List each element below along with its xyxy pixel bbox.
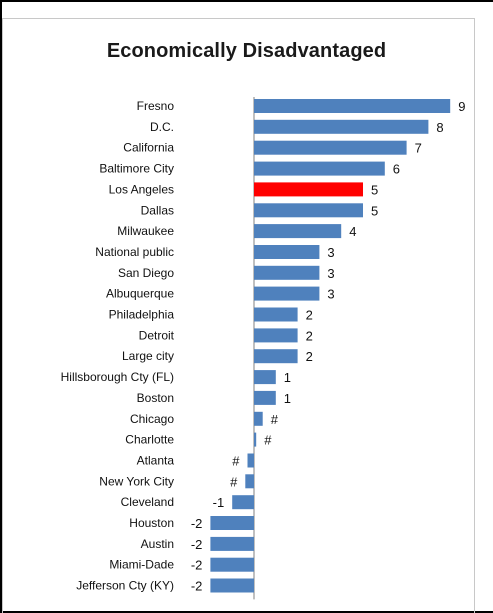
bar-austin [210,536,254,551]
bar-boston [254,390,276,405]
bar-california [254,140,407,155]
bar-d-c [254,119,429,134]
value-label-national-public: 3 [327,245,334,260]
chart-border [2,18,475,613]
bar-atlanta [247,453,254,468]
category-label-chicago: Chicago [130,412,174,426]
chart-title: Economically Disadvantaged [106,40,387,62]
bar-hillsborough-cty-fl [254,370,276,385]
bar-houston [210,516,254,530]
category-label-houston: Houston [129,516,174,530]
category-label-milwaukee: Milwaukee [117,224,174,238]
bar-fresno [254,99,451,113]
bar-new-york-city [245,474,254,489]
value-label-cleveland: -1 [213,495,225,510]
category-label-dallas: Dallas [141,203,174,217]
value-label-d-c: 8 [436,120,443,135]
category-label-jefferson-cty-ky: Jefferson Cty (KY) [76,579,174,593]
value-label-philadelphia: 2 [306,308,313,323]
value-label-san-diego: 3 [327,266,334,281]
value-label-detroit: 2 [306,328,313,343]
category-label-cleveland: Cleveland [121,495,174,509]
bar-miami-dade [210,557,254,572]
bars-group [210,99,451,593]
bar-san-diego [254,265,320,280]
category-label-charlotte: Charlotte [125,433,174,447]
value-label-austin: -2 [191,537,203,552]
category-label-philadelphia: Philadelphia [109,308,175,322]
value-label-california: 7 [415,141,422,156]
value-label-large-city: 2 [306,349,313,364]
category-label-fresno: Fresno [137,99,175,113]
category-label-california: California [123,141,174,155]
bar-baltimore-city [254,161,385,176]
bar-philadelphia [254,307,298,322]
bar-cleveland [232,495,254,510]
value-label-fresno: 9 [458,99,465,114]
bar-national-public [254,245,320,259]
value-label-jefferson-cty-ky: -2 [191,579,203,594]
category-label-d-c: D.C. [150,120,174,134]
value-label-new-york-city: # [230,474,238,489]
category-label-san-diego: San Diego [118,266,174,280]
category-label-national-public: National public [95,245,174,259]
bar-milwaukee [254,224,342,239]
value-label-boston: 1 [284,391,291,406]
category-label-boston: Boston [137,391,174,405]
category-label-detroit: Detroit [139,328,175,342]
category-label-miami-dade: Miami-Dade [109,558,174,572]
category-label-new-york-city: New York City [99,474,174,488]
value-label-albuquerque: 3 [327,287,334,302]
bar-dallas [254,203,363,218]
bar-chicago [254,411,263,426]
value-label-miami-dade: -2 [191,558,203,573]
value-label-dallas: 5 [371,203,378,218]
value-label-chicago: # [271,412,279,427]
category-label-austin: Austin [141,537,174,551]
category-label-los-angeles: Los Angeles [109,182,174,196]
value-label-houston: -2 [191,516,203,531]
bar-large-city [254,349,298,364]
bar-charlotte [254,432,257,447]
category-label-large-city: Large city [122,349,174,363]
category-label-albuquerque: Albuquerque [106,287,174,301]
value-label-charlotte: # [264,433,272,448]
bar-detroit [254,328,298,343]
category-labels-group: Fresno D.C. California Baltimore City Los An… [61,99,175,593]
value-label-los-angeles: 5 [371,182,378,197]
category-label-atlanta: Atlanta [137,454,175,468]
category-label-baltimore-city: Baltimore City [99,162,174,176]
value-label-atlanta: # [232,454,240,469]
bar-albuquerque [254,286,320,301]
value-label-baltimore-city: 6 [393,162,400,177]
bar-jefferson-cty-ky [210,578,254,593]
value-label-milwaukee: 4 [349,224,356,239]
category-label-hillsborough-cty-fl: Hillsborough Cty (FL) [61,370,174,384]
bar-los-angeles [254,182,363,197]
value-label-hillsborough-cty-fl: 1 [284,370,291,385]
